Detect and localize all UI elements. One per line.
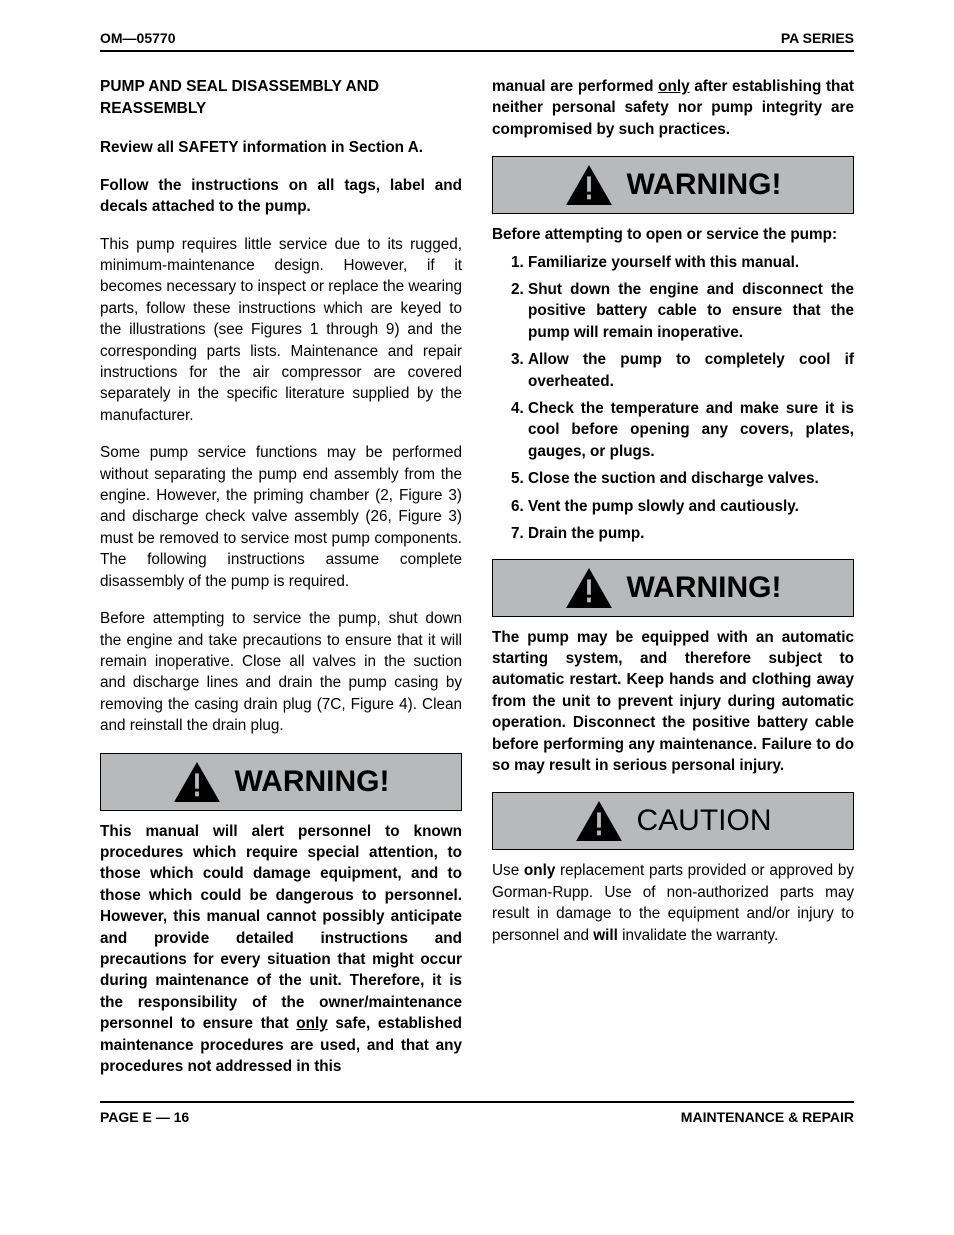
step-6: Vent the pump slowly and cautiously. [528, 496, 854, 517]
caution-box: CAUTION [492, 792, 854, 850]
warning-box-3: WARNING! [492, 559, 854, 617]
step-1: Familiarize yourself with this manual. [528, 252, 854, 273]
warning-1c-text-a: manual are performed [492, 78, 658, 95]
caution-label: CAUTION [637, 800, 772, 842]
follow-tags-note: Follow the instructions on all tags, lab… [100, 175, 462, 218]
page: OM—05770 PA SERIES PUMP AND SEAL DISASSE… [0, 0, 954, 1155]
before-service-heading: Before attempting to open or service the… [492, 224, 854, 245]
caution-para: Use only replacement parts provided or a… [492, 860, 854, 946]
warning-triangle-icon [565, 567, 613, 609]
header-left: OM—05770 [100, 30, 175, 46]
intro-para-2: Some pump service functions may be perfo… [100, 442, 462, 592]
warning-box-1: WARNING! [100, 753, 462, 811]
right-column: manual are performed only after establis… [492, 76, 854, 1077]
warning-triangle-icon [173, 761, 221, 803]
warning-label: WARNING! [235, 761, 390, 803]
caution-text-c: invalidate the warranty. [618, 927, 778, 944]
page-footer: PAGE E — 16 MAINTENANCE & REPAIR [100, 1101, 854, 1125]
caution-text-a: Use [492, 862, 524, 879]
section-title: PUMP AND SEAL DISASSEMBLY AND REASSEMBLY [100, 76, 462, 119]
left-column: PUMP AND SEAL DISASSEMBLY AND REASSEMBLY… [100, 76, 462, 1077]
service-steps-list: Familiarize yourself with this manual. S… [492, 252, 854, 545]
warning-1c-only: only [658, 78, 689, 95]
step-5: Close the suction and discharge valves. [528, 468, 854, 489]
intro-para-3: Before attempting to service the pump, s… [100, 608, 462, 736]
step-4: Check the temperature and make sure it i… [528, 398, 854, 462]
warning-3-para: The pump may be equipped with an automat… [492, 627, 854, 777]
page-header: OM—05770 PA SERIES [100, 30, 854, 52]
caution-only: only [524, 862, 555, 879]
safety-review-note: Review all SAFETY information in Section… [100, 137, 462, 158]
warning-box-2: WARNING! [492, 156, 854, 214]
warning-label: WARNING! [627, 164, 782, 206]
footer-right: MAINTENANCE & REPAIR [681, 1109, 854, 1125]
warning-1-para: This manual will alert personnel to know… [100, 821, 462, 1078]
warning-1-text-a: This manual will alert personnel to know… [100, 823, 462, 1033]
intro-para-1: This pump requires little service due to… [100, 234, 462, 427]
two-column-body: PUMP AND SEAL DISASSEMBLY AND REASSEMBLY… [100, 76, 854, 1077]
warning-1-only: only [296, 1015, 327, 1032]
caution-triangle-icon [575, 800, 623, 842]
step-2: Shut down the engine and disconnect the … [528, 279, 854, 343]
step-7: Drain the pump. [528, 523, 854, 544]
header-right: PA SERIES [781, 30, 854, 46]
caution-will: will [593, 927, 618, 944]
warning-1-continued: manual are performed only after establis… [492, 76, 854, 140]
warning-label: WARNING! [627, 567, 782, 609]
warning-triangle-icon [565, 164, 613, 206]
footer-left: PAGE E — 16 [100, 1109, 189, 1125]
step-3: Allow the pump to completely cool if ove… [528, 349, 854, 392]
